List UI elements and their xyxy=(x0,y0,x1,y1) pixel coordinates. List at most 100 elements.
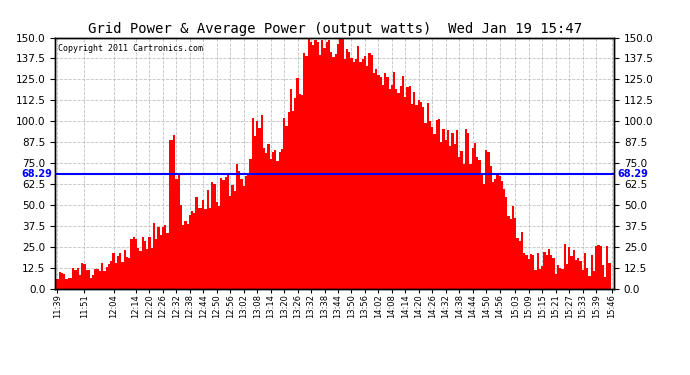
Bar xyxy=(211,182,213,289)
Bar xyxy=(424,123,426,289)
Bar xyxy=(380,77,382,289)
Bar xyxy=(104,271,106,289)
Bar xyxy=(503,189,505,289)
Bar xyxy=(505,197,507,289)
Bar xyxy=(417,99,420,289)
Bar xyxy=(290,89,292,289)
Bar xyxy=(128,258,130,289)
Bar xyxy=(447,130,449,289)
Bar xyxy=(317,42,319,289)
Bar xyxy=(386,77,388,289)
Bar xyxy=(90,278,92,289)
Bar xyxy=(541,266,544,289)
Bar xyxy=(159,234,162,289)
Bar xyxy=(97,269,99,289)
Bar xyxy=(321,40,324,289)
Bar xyxy=(444,140,447,289)
Bar xyxy=(272,152,274,289)
Bar xyxy=(553,258,555,289)
Bar xyxy=(126,257,128,289)
Bar xyxy=(207,190,209,289)
Bar xyxy=(83,264,86,289)
Bar xyxy=(451,133,453,289)
Text: Copyright 2011 Cartronics.com: Copyright 2011 Cartronics.com xyxy=(58,44,203,53)
Bar xyxy=(342,38,344,289)
Bar xyxy=(453,144,456,289)
Bar xyxy=(422,107,424,289)
Bar xyxy=(391,85,393,289)
Bar xyxy=(510,219,512,289)
Bar xyxy=(415,105,417,289)
Bar xyxy=(607,246,609,289)
Bar xyxy=(366,66,368,289)
Bar xyxy=(359,62,362,289)
Bar xyxy=(324,48,326,289)
Bar xyxy=(245,176,247,289)
Bar xyxy=(519,241,521,289)
Bar xyxy=(609,262,611,289)
Bar xyxy=(333,57,335,289)
Bar xyxy=(319,55,321,289)
Bar xyxy=(186,224,189,289)
Bar xyxy=(339,38,342,289)
Bar xyxy=(589,276,591,289)
Bar xyxy=(411,104,413,289)
Bar xyxy=(193,213,195,289)
Bar xyxy=(575,260,577,289)
Bar xyxy=(598,245,600,289)
Bar xyxy=(283,118,285,289)
Bar xyxy=(139,251,141,289)
Bar xyxy=(157,226,159,289)
Bar xyxy=(191,211,193,289)
Bar xyxy=(382,84,384,289)
Bar xyxy=(371,55,373,289)
Bar xyxy=(243,186,245,289)
Bar xyxy=(281,149,283,289)
Bar xyxy=(77,268,79,289)
Text: 68.29: 68.29 xyxy=(617,170,648,179)
Bar xyxy=(566,264,568,289)
Bar xyxy=(189,214,191,289)
Bar xyxy=(148,237,150,289)
Bar xyxy=(532,255,535,289)
Bar xyxy=(471,147,474,289)
Bar xyxy=(99,271,101,289)
Bar xyxy=(182,225,184,289)
Bar xyxy=(400,86,402,289)
Bar xyxy=(487,152,489,289)
Bar xyxy=(582,270,584,289)
Bar xyxy=(297,78,299,289)
Bar xyxy=(351,58,353,289)
Bar xyxy=(75,270,77,289)
Bar xyxy=(328,40,330,289)
Bar xyxy=(498,176,501,289)
Bar xyxy=(507,216,510,289)
Bar xyxy=(426,103,429,289)
Bar xyxy=(537,253,539,289)
Bar xyxy=(220,178,222,289)
Bar xyxy=(388,89,391,289)
Bar xyxy=(209,208,211,289)
Bar xyxy=(153,223,155,289)
Bar xyxy=(348,52,351,289)
Bar xyxy=(195,196,198,289)
Bar xyxy=(344,59,346,289)
Bar xyxy=(204,209,207,289)
Bar xyxy=(535,270,537,289)
Bar xyxy=(68,278,70,289)
Bar xyxy=(353,62,355,289)
Bar xyxy=(162,227,164,289)
Bar xyxy=(308,39,310,289)
Bar xyxy=(580,261,582,289)
Bar xyxy=(285,126,288,289)
Bar xyxy=(337,44,339,289)
Bar xyxy=(584,253,586,289)
Bar xyxy=(231,184,234,289)
Bar xyxy=(101,263,104,289)
Bar xyxy=(539,269,541,289)
Bar xyxy=(408,86,411,289)
Bar xyxy=(568,247,571,289)
Bar xyxy=(546,255,548,289)
Bar xyxy=(141,237,144,289)
Bar xyxy=(562,269,564,289)
